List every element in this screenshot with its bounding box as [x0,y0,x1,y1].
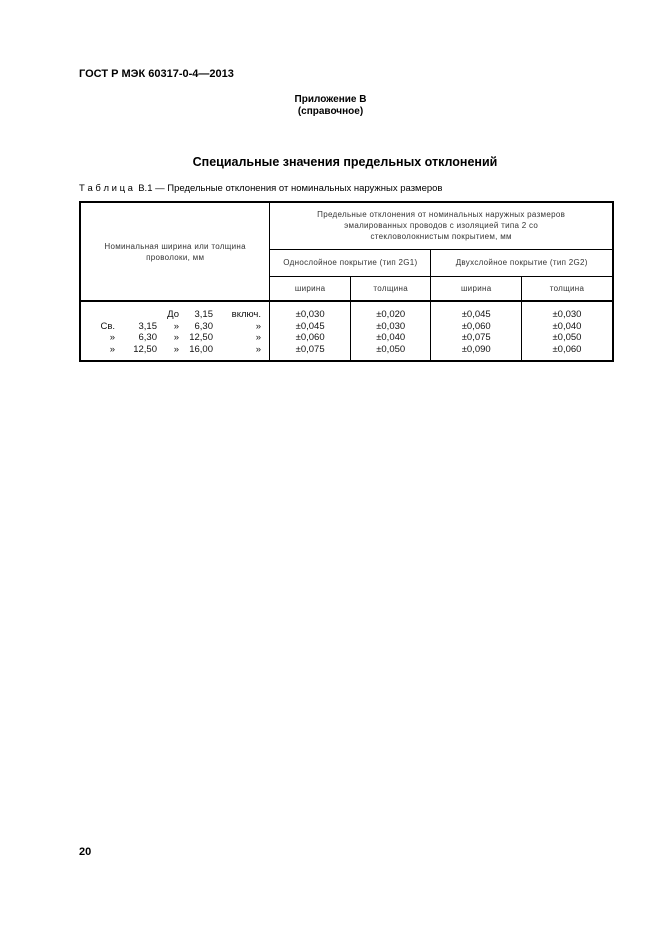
header-group: Предельные отклонения от номинальных нар… [269,201,614,250]
range-cell: 3,15 [138,320,158,332]
standard-header: ГОСТ Р МЭК 60317-0-4—2013 [79,68,234,80]
range-cell: 16,00 [189,343,213,355]
appendix-subtitle: (справочное) [297,106,364,117]
range-cell: » [255,343,261,355]
size-ranges: До 3,15 включ. Св. 3,15» 6,30»» 6,30» 12,50»» 12… [79,300,271,362]
range-cell: 6,30 [194,320,214,332]
page-number: 20 [79,846,92,858]
range-cell: 6,30 [138,332,158,343]
range-cell [115,309,157,321]
col-2g1-thickness: ±0,020 ±0,030 ±0,040 ±0,050 [349,300,432,362]
range-cell [81,309,115,321]
header-width: ширина [430,275,522,302]
header-width: ширина [269,275,351,302]
appendix-heading: Приложение В (справочное) [0,94,661,118]
table-caption: Т а б л и ц а В.1 — Предельные отклонени… [79,183,443,194]
range-cell: 12,50 [133,343,157,355]
section-title: Специальные значения предельных отклонен… [192,155,498,169]
range-cell: 3,15 [194,309,214,320]
header-thickness: толщина [349,275,432,302]
appendix-title: Приложение В [294,94,367,105]
col-2g2-width: ±0,045 ±0,060 ±0,075 ±0,090 [430,300,522,362]
range-cell: » [255,332,261,343]
range-cell: » [109,343,115,355]
header-thickness: толщина [520,275,614,302]
range-cell: включ. [231,309,261,320]
range-cell: » [173,320,179,332]
range-cell: » [255,320,261,332]
range-cell: До [167,309,179,320]
col-2g2-thickness: ±0,030 ±0,040 ±0,050 ±0,060 [520,300,614,362]
header-nominal-size: Номинальная ширина или толщина проволоки… [79,201,271,302]
col-2g1-width: ±0,030 ±0,045 ±0,060 ±0,075 [269,300,351,362]
range-cell: » [173,343,179,355]
range-cell: 12,50 [189,332,213,343]
range-cell: » [173,332,179,343]
header-2g2: Двухслойное покрытие (тип 2G2) [430,248,614,277]
header-2g1: Однослойное покрытие (тип 2G1) [269,248,432,277]
range-cell: » [109,332,115,343]
deviation-table: Номинальная ширина или толщина проволоки… [79,201,614,362]
range-cell: Св. [100,320,115,332]
